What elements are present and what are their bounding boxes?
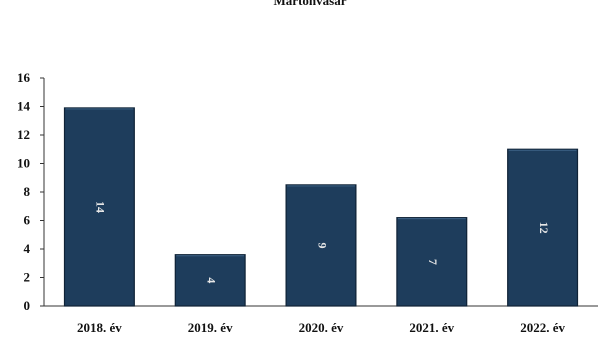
y-tick-label: 12: [17, 127, 30, 142]
x-category-label: 2021. év: [409, 320, 454, 335]
bar-data-label: 7: [426, 259, 440, 265]
y-tick-label: 10: [17, 156, 30, 171]
x-category-label: 2022. év: [520, 320, 565, 335]
bar-data-label: 4: [204, 277, 218, 283]
bar: [285, 184, 357, 307]
axes: 0 2 4 6 8 10 12 14 16: [17, 70, 598, 313]
y-tick-label: 16: [17, 70, 31, 85]
labels: 14 2018. év 4 2019. év 9 2020. év 7 2021. év 12 2…: [77, 201, 565, 335]
x-category-label: 2020. év: [299, 320, 344, 335]
y-tick-label: 4: [24, 241, 31, 256]
bar: [63, 107, 135, 307]
bar-data-label: 14: [94, 201, 108, 213]
y-tick-label: 6: [24, 213, 31, 228]
bars: [63, 107, 579, 307]
y-tick-label: 14: [17, 99, 31, 114]
bar: [174, 254, 246, 307]
bar-data-label: 12: [537, 222, 551, 234]
bar-data-label: 9: [315, 242, 329, 248]
y-tick-label: 0: [24, 298, 31, 313]
chart-title: Martonvásár: [274, 0, 347, 8]
y-tick-label: 2: [24, 270, 31, 285]
bar: [507, 148, 579, 307]
y-tick-label: 8: [24, 184, 31, 199]
x-category-label: 2019. év: [188, 320, 233, 335]
x-category-label: 2018. év: [77, 320, 122, 335]
bar: [396, 217, 468, 307]
